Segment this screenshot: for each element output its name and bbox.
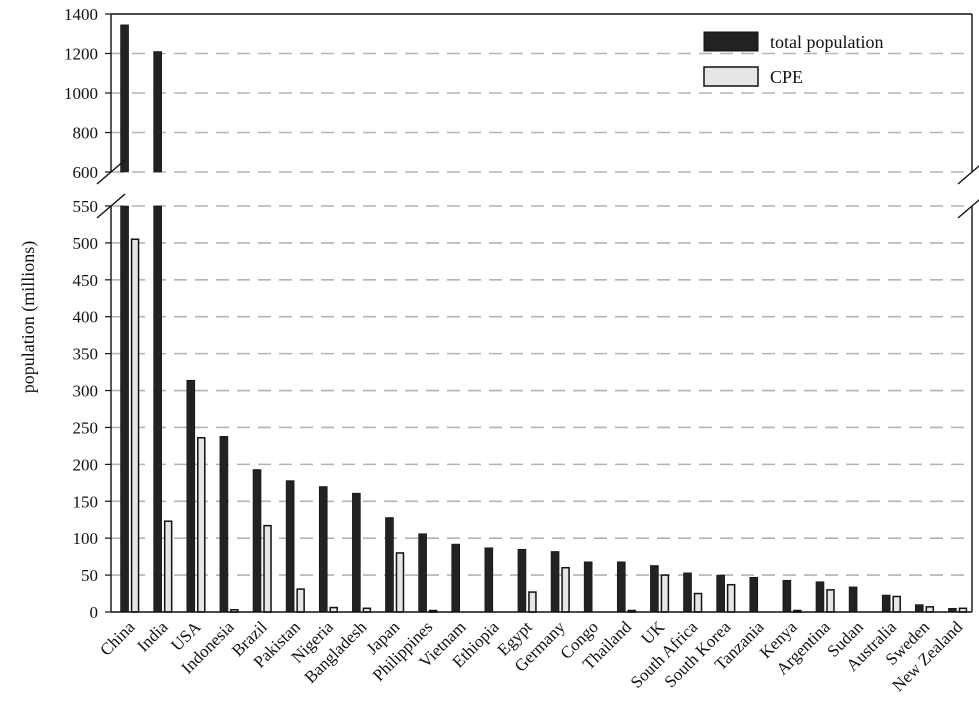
legend-swatch-cpe	[703, 66, 759, 87]
y-tick-label: 800	[73, 124, 99, 143]
y-tick-label: 50	[81, 566, 98, 585]
bar-total-population-uk	[650, 565, 659, 613]
legend: total population CPE	[703, 31, 883, 87]
axis-break-mark	[957, 165, 979, 185]
gridlines	[111, 52, 972, 576]
y-axis-label: population (millions)	[18, 241, 39, 394]
y-tick-label: 250	[73, 418, 99, 437]
bar-total-population-sudan	[848, 586, 858, 613]
axis-break-mark	[957, 199, 979, 219]
bar-total-population-pakistan	[285, 480, 295, 613]
category-label-india: India	[133, 617, 171, 655]
bar-total-population-australia	[881, 594, 891, 613]
bar-cpe-argentina	[826, 589, 835, 613]
bar-total-population-usa	[186, 379, 196, 613]
y-tick-label: 350	[73, 345, 99, 364]
y-tick-label: 600	[73, 163, 99, 182]
bar-total-population-indonesia	[219, 436, 229, 613]
legend-label-total-population: total population	[770, 32, 883, 52]
bar-cpe-pakistan	[296, 588, 305, 613]
bar-total-population-india	[153, 205, 162, 613]
legend-swatch-total-population	[703, 31, 759, 52]
bar-cpe-brazil	[263, 524, 272, 613]
legend-label-cpe: CPE	[770, 67, 803, 87]
bar-total-population-nigeria	[318, 486, 328, 613]
bar-total-population-upper-china	[120, 24, 129, 173]
bar-cpe-india	[163, 520, 173, 613]
y-tick-label: 400	[73, 308, 99, 327]
y-tick-label: 550	[73, 197, 99, 216]
bar-total-population-congo	[583, 561, 593, 613]
bar-total-population-kenya	[782, 579, 792, 613]
bar-total-population-brazil	[252, 469, 262, 613]
bar-cpe-egypt	[528, 591, 537, 613]
y-tick-label: 450	[73, 271, 99, 290]
bar-total-population-sweden	[915, 604, 924, 613]
bar-cpe-china	[130, 238, 140, 613]
bar-total-population-china	[120, 205, 129, 613]
bars	[120, 24, 968, 613]
bar-cpe-germany	[561, 566, 570, 613]
bar-total-population-south-africa	[683, 572, 692, 613]
bar-total-population-ethiopia	[484, 547, 494, 613]
bar-total-population-argentina	[815, 581, 825, 613]
bar-total-population-vietnam	[451, 543, 461, 613]
y-tick-label: 500	[73, 234, 99, 253]
bar-cpe-sweden	[925, 606, 935, 613]
bar-total-population-bangladesh	[352, 492, 361, 613]
bar-cpe-south-korea	[726, 583, 736, 613]
bar-total-population-philippines	[418, 533, 427, 613]
bar-cpe-australia	[892, 595, 901, 613]
bar-cpe-uk	[660, 574, 670, 613]
y-tick-label: 1000	[64, 84, 98, 103]
plot-frame	[96, 13, 979, 613]
bar-total-population-tanzania	[749, 577, 759, 613]
bar-total-population-germany	[550, 551, 560, 613]
bar-total-population-upper-india	[153, 51, 162, 173]
bar-total-population-thailand	[616, 561, 626, 613]
y-tick-label: 300	[73, 382, 99, 401]
y-tick-label: 1400	[64, 5, 98, 24]
bar-total-population-south-korea	[716, 574, 725, 613]
y-tick-label: 1200	[64, 45, 98, 64]
y-axis-ticks: 0 50 100 150 200 250 300 350 400 450 500 550 600 800 1…	[64, 5, 111, 622]
y-tick-label: 200	[73, 455, 99, 474]
category-label-china: China	[96, 617, 138, 659]
y-tick-label: 150	[73, 492, 99, 511]
bar-cpe-usa	[197, 437, 206, 613]
x-axis-category-labels: ChinaIndiaUSAIndonesiaBrazilPakistanNige…	[96, 617, 966, 695]
y-tick-label: 0	[90, 603, 99, 622]
bar-total-population-egypt	[517, 548, 527, 613]
bar-total-population-japan	[385, 517, 394, 613]
bar-cpe-south-africa	[693, 592, 703, 613]
y-tick-label: 100	[73, 529, 99, 548]
bar-cpe-japan	[395, 552, 405, 613]
